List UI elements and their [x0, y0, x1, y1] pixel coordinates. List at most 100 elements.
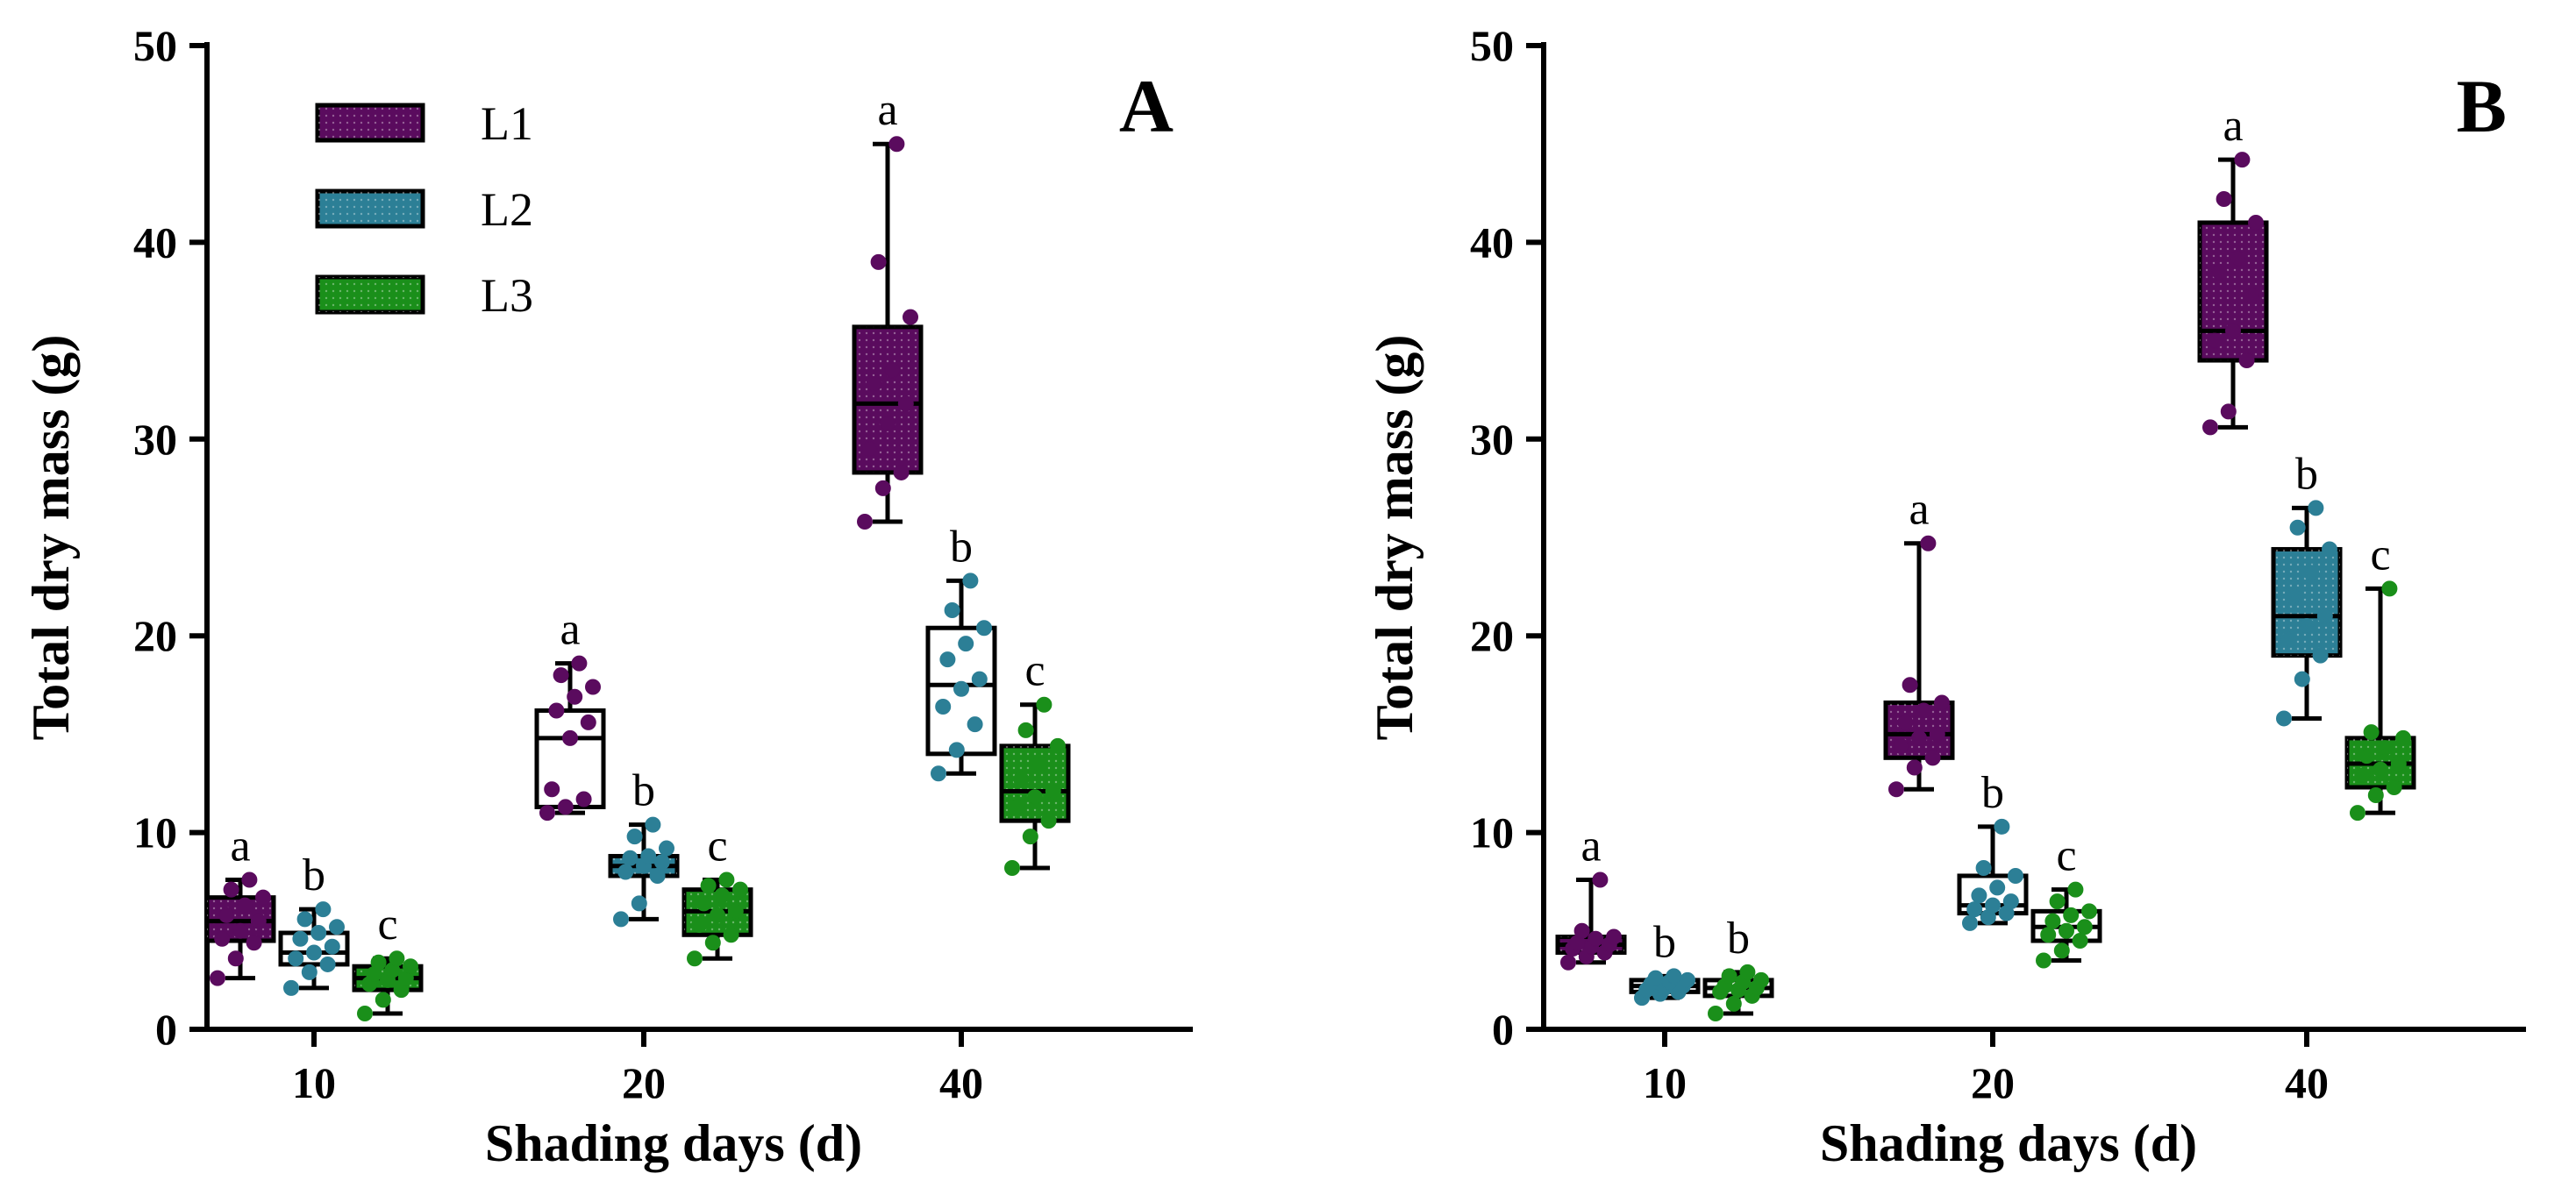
data-point — [580, 714, 596, 730]
data-point — [1027, 789, 1043, 806]
significance-letter: a — [230, 821, 250, 871]
data-point — [2072, 933, 2088, 950]
box-b-l3-10d: b — [1702, 914, 1774, 1022]
data-point — [727, 903, 744, 920]
data-point — [2243, 287, 2259, 303]
data-point — [218, 907, 235, 923]
data-point — [2230, 250, 2246, 267]
data-point — [2211, 264, 2228, 281]
data-point — [971, 671, 988, 687]
data-point — [1721, 968, 1738, 985]
data-point — [575, 791, 592, 807]
data-point — [935, 698, 952, 715]
data-point — [227, 950, 244, 967]
data-point — [1708, 1006, 1723, 1022]
data-point — [1560, 954, 1576, 971]
legend-swatch-pattern — [318, 277, 423, 312]
data-point — [2076, 919, 2093, 935]
data-point — [548, 702, 565, 719]
y-axis-title: Total dry mass (g) — [1366, 335, 1424, 741]
y-tick-label: 50 — [133, 21, 177, 70]
data-point — [214, 930, 231, 947]
box-a-l1-20d: a — [534, 605, 606, 822]
data-point — [2354, 767, 2371, 784]
data-point — [292, 930, 309, 947]
data-point — [223, 881, 239, 898]
data-point — [884, 362, 901, 379]
data-point — [2312, 647, 2329, 664]
data-point — [888, 136, 905, 153]
x-tick-label: 20 — [622, 1058, 666, 1107]
significance-letter: b — [303, 850, 325, 900]
data-point — [1971, 887, 1987, 904]
data-point — [2363, 724, 2380, 741]
data-point — [2053, 942, 2070, 959]
data-point — [718, 871, 735, 888]
data-point — [324, 938, 340, 955]
data-point — [2350, 805, 2365, 822]
significance-letter: b — [1653, 917, 1676, 967]
data-point — [691, 917, 708, 934]
data-point — [714, 887, 731, 904]
data-point — [255, 889, 271, 906]
data-point — [870, 253, 887, 270]
data-point — [704, 935, 721, 951]
significance-letter: b — [2295, 449, 2318, 499]
y-axis-title: Total dry mass (g) — [22, 335, 80, 741]
box-a-l2-10d: b — [278, 850, 350, 996]
data-point — [2220, 403, 2237, 420]
data-point — [2386, 779, 2402, 795]
legend-label: L1 — [481, 97, 533, 150]
box-a-l1-40d: a — [852, 85, 924, 530]
box-a-l2-40d: b — [925, 522, 997, 782]
significance-letter: a — [2223, 101, 2243, 151]
data-point — [640, 848, 657, 864]
data-point — [2225, 323, 2241, 339]
box-b-l2-40d: b — [2271, 449, 2343, 727]
significance-letter: a — [560, 605, 580, 655]
box-a-l3-40d: c — [999, 646, 1071, 876]
data-point — [953, 680, 969, 697]
data-point — [1588, 930, 1604, 947]
box-a-l1-10d: a — [204, 821, 276, 986]
data-point — [2303, 565, 2320, 581]
data-point — [1994, 818, 2010, 835]
significance-letter: b — [950, 522, 973, 572]
data-point — [659, 840, 674, 857]
x-axis-title: Shading days (d) — [1820, 1114, 2197, 1172]
data-point — [571, 655, 588, 672]
data-point — [250, 913, 267, 929]
data-point — [710, 907, 725, 923]
y-tick-label: 20 — [133, 611, 177, 660]
data-point — [2059, 922, 2074, 939]
data-point — [2207, 332, 2223, 349]
data-point — [2276, 710, 2292, 727]
data-point — [962, 573, 979, 589]
data-point — [2381, 580, 2398, 597]
data-point — [1725, 995, 1742, 1012]
data-point — [232, 922, 248, 939]
significance-letter: b — [1981, 768, 2004, 818]
significance-letter: a — [1581, 821, 1601, 871]
data-point — [1050, 737, 1066, 754]
y-tick-label: 40 — [1470, 217, 1514, 267]
y-tick-label: 20 — [1470, 611, 1514, 660]
data-point — [2395, 729, 2411, 746]
data-point — [1017, 722, 1034, 738]
data-point — [210, 970, 225, 986]
data-point — [1902, 677, 1918, 694]
legend-label: L3 — [481, 269, 533, 322]
data-point — [2289, 519, 2306, 536]
data-point — [2367, 786, 2384, 803]
data-point — [2216, 191, 2232, 208]
data-point — [329, 919, 345, 935]
data-point — [2358, 748, 2375, 765]
data-point — [2040, 927, 2057, 943]
data-point — [622, 850, 639, 866]
data-point — [1647, 970, 1664, 986]
data-point — [246, 935, 262, 951]
data-point — [861, 441, 878, 458]
data-point — [296, 911, 313, 928]
significance-letter: a — [1909, 485, 1929, 535]
data-point — [939, 651, 956, 668]
